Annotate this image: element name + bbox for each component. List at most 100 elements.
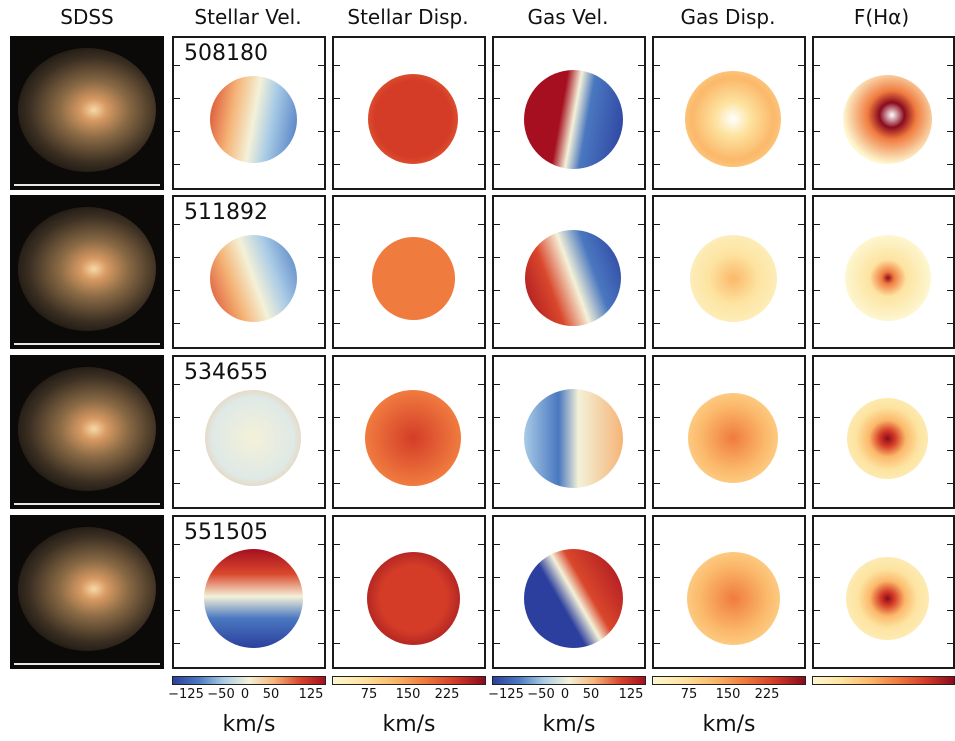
axis-tick xyxy=(798,65,804,66)
axis-tick xyxy=(798,483,804,484)
axis-tick xyxy=(798,164,804,165)
axis-tick xyxy=(814,98,820,99)
axis-tick xyxy=(494,384,500,385)
axis-tick xyxy=(318,224,324,225)
ifu-map-disk xyxy=(690,235,777,322)
axis-tick xyxy=(947,98,953,99)
axis-tick xyxy=(947,610,953,611)
galaxy-id-label: 534655 xyxy=(184,360,268,385)
galaxy-id-label: 511892 xyxy=(184,200,268,225)
axis-tick xyxy=(174,384,180,385)
axis-tick xyxy=(654,577,660,578)
axis-tick xyxy=(174,483,180,484)
axis-tick xyxy=(478,323,484,324)
axis-tick xyxy=(318,257,324,258)
colorbar-tick: −125 xyxy=(168,687,204,702)
axis-tick xyxy=(814,384,820,385)
axis-tick xyxy=(334,98,340,99)
halpha-flux-map xyxy=(812,195,955,349)
axis-tick xyxy=(494,224,500,225)
axis-tick xyxy=(478,450,484,451)
axis-tick xyxy=(814,417,820,418)
axis-tick xyxy=(334,323,340,324)
colorbar-gas-dispersion xyxy=(652,676,806,685)
stellar-dispersion-map xyxy=(332,36,486,190)
stellar-velocity-map: 511892 xyxy=(172,195,326,349)
axis-tick xyxy=(174,98,180,99)
colorbar-unit-gas-dispersion: km/s xyxy=(702,712,756,737)
axis-tick xyxy=(638,257,644,258)
axis-tick xyxy=(494,610,500,611)
axis-tick xyxy=(494,323,500,324)
axis-tick xyxy=(494,577,500,578)
axis-tick xyxy=(654,290,660,291)
column-title-stellar-velocity: Stellar Vel. xyxy=(194,5,302,29)
gas-dispersion-map xyxy=(652,36,806,190)
ifu-map-disk xyxy=(368,74,458,164)
axis-tick xyxy=(814,290,820,291)
axis-tick xyxy=(947,384,953,385)
axis-tick xyxy=(798,384,804,385)
axis-tick xyxy=(638,610,644,611)
column-title-gas-dispersion: Gas Disp. xyxy=(680,5,776,29)
stellar-velocity-map: 534655 xyxy=(172,355,326,509)
axis-tick xyxy=(174,643,180,644)
axis-tick xyxy=(638,450,644,451)
colorbar-tick: 150 xyxy=(715,687,741,702)
galaxy-light xyxy=(18,48,156,172)
halpha-flux-map xyxy=(812,36,955,190)
axis-tick xyxy=(947,257,953,258)
axis-tick xyxy=(478,98,484,99)
axis-tick xyxy=(654,450,660,451)
axis-tick xyxy=(494,257,500,258)
axis-tick xyxy=(638,131,644,132)
gas-dispersion-map xyxy=(652,355,806,509)
axis-tick xyxy=(494,450,500,451)
axis-tick xyxy=(947,577,953,578)
axis-tick xyxy=(638,98,644,99)
axis-tick xyxy=(814,577,820,578)
stellar-velocity-map: 508180 xyxy=(172,36,326,190)
axis-tick xyxy=(947,224,953,225)
axis-tick xyxy=(494,290,500,291)
axis-tick xyxy=(638,483,644,484)
stellar-velocity-map: 551505 xyxy=(172,515,326,669)
colorbar-tick: 150 xyxy=(395,687,421,702)
axis-tick xyxy=(654,131,660,132)
axis-tick xyxy=(638,224,644,225)
axis-tick xyxy=(334,290,340,291)
axis-tick xyxy=(334,610,340,611)
axis-tick xyxy=(814,450,820,451)
axis-tick xyxy=(174,544,180,545)
axis-tick xyxy=(654,417,660,418)
halpha-flux-map xyxy=(812,515,955,669)
colorbar-stellar-velocity xyxy=(172,676,326,685)
ifu-map-disk xyxy=(210,76,297,163)
axis-tick xyxy=(478,224,484,225)
axis-tick xyxy=(174,65,180,66)
axis-tick xyxy=(798,544,804,545)
axis-tick xyxy=(638,290,644,291)
axis-tick xyxy=(174,450,180,451)
ifu-map-disk xyxy=(843,75,932,164)
axis-tick xyxy=(798,98,804,99)
gas-velocity-map xyxy=(492,515,646,669)
ifu-map-disk xyxy=(687,552,780,645)
axis-tick xyxy=(798,257,804,258)
axis-tick xyxy=(947,450,953,451)
axis-tick xyxy=(318,643,324,644)
ifu-map-disk xyxy=(845,235,931,321)
axis-tick xyxy=(478,164,484,165)
ifu-map-disk xyxy=(210,235,297,322)
axis-tick xyxy=(174,610,180,611)
axis-tick xyxy=(478,577,484,578)
colorbar-tick: 50 xyxy=(262,687,280,702)
axis-tick xyxy=(334,417,340,418)
colorbar-tick: 125 xyxy=(298,687,324,702)
axis-tick xyxy=(174,417,180,418)
axis-tick xyxy=(814,610,820,611)
axis-tick xyxy=(814,643,820,644)
axis-tick xyxy=(638,164,644,165)
axis-tick xyxy=(318,417,324,418)
axis-tick xyxy=(654,98,660,99)
